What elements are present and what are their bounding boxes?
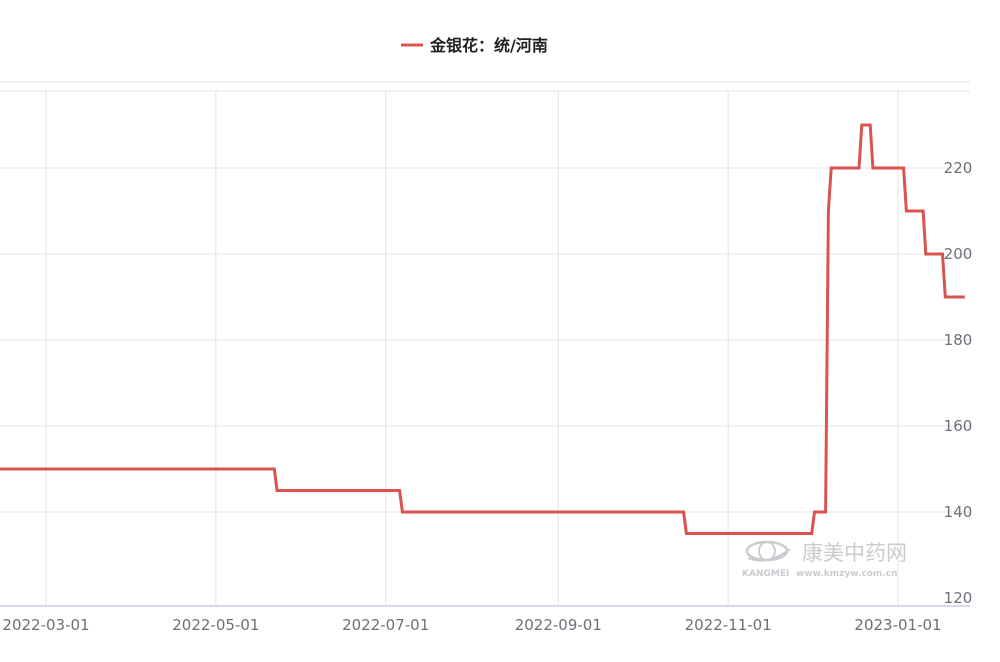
watermark-en: KANGMEI <box>742 569 789 579</box>
watermark: 康美中药网 KANGMEI www.kmzyw.com.cn <box>742 540 907 579</box>
grid-lines <box>0 81 970 607</box>
x-tick-label: 2023-01-01 <box>854 616 941 634</box>
legend-label: 金银花：统/河南 <box>429 36 548 55</box>
x-tick-label: 2022-11-01 <box>685 616 772 634</box>
x-tick-label: 2022-03-01 <box>2 616 89 634</box>
kangmei-logo-icon <box>745 540 791 562</box>
y-tick-label: 180 <box>944 331 973 349</box>
y-tick-label: 220 <box>944 159 973 177</box>
watermark-url: www.kmzyw.com.cn <box>796 569 897 579</box>
y-axis-labels: 120 140 160 180 200 220 <box>944 159 973 607</box>
watermark-cn: 康美中药网 <box>802 541 907 565</box>
y-tick-label: 120 <box>944 589 973 607</box>
legend[interactable]: 金银花：统/河南 <box>401 36 548 55</box>
x-tick-label: 2022-07-01 <box>342 616 429 634</box>
x-axis-labels: 2022-03-01 2022-05-01 2022-07-01 2022-09-01… <box>2 616 941 634</box>
x-tick-label: 2022-09-01 <box>515 616 602 634</box>
y-tick-label: 140 <box>944 503 973 521</box>
x-tick-label: 2022-05-01 <box>172 616 259 634</box>
y-tick-label: 160 <box>944 417 973 435</box>
series-line[interactable] <box>0 123 965 535</box>
y-tick-label: 200 <box>944 245 973 263</box>
